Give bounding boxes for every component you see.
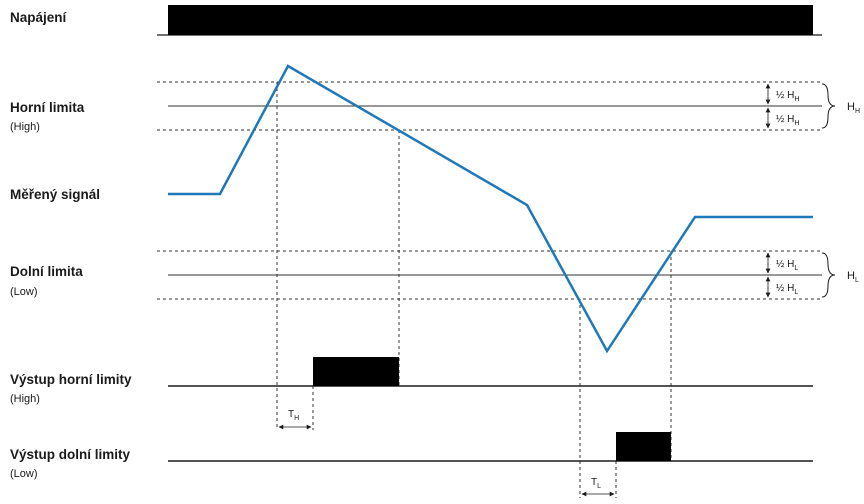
low-limit-sublabel: (Low)	[10, 286, 38, 298]
high-limit-label: Horní limita	[10, 100, 85, 115]
low-hyst-label: HL	[847, 270, 859, 284]
high-hyst-label: HH	[847, 101, 860, 115]
tl-delay-label: TL	[591, 477, 601, 490]
low-limit-label: Dolní limita	[10, 264, 83, 279]
out-low-label: Výstup dolní limity	[10, 447, 131, 462]
out-high-sublabel: (High)	[10, 393, 40, 405]
high-limit-sublabel: (High)	[10, 121, 40, 133]
th-delay-label: TH	[288, 409, 299, 422]
power-label: Napájení	[10, 10, 68, 25]
out-high-on-block	[313, 357, 399, 386]
low-half-hyst-lower-label: ½ HL	[776, 283, 798, 296]
measured-signal-curve	[168, 64, 813, 354]
high-half-hyst-lower-label: ½ HH	[776, 114, 799, 127]
high-half-hyst-upper-label: ½ HH	[776, 90, 799, 103]
high-hyst-brace	[821, 83, 836, 129]
power-on-block	[168, 5, 813, 35]
out-low-sublabel: (Low)	[10, 468, 38, 480]
out-high-label: Výstup horní limity	[10, 372, 132, 387]
low-half-hyst-upper-label: ½ HL	[776, 259, 798, 272]
low-hyst-brace	[821, 252, 836, 298]
signal-label: Měřený signál	[10, 187, 100, 202]
out-low-on-block	[616, 432, 671, 461]
